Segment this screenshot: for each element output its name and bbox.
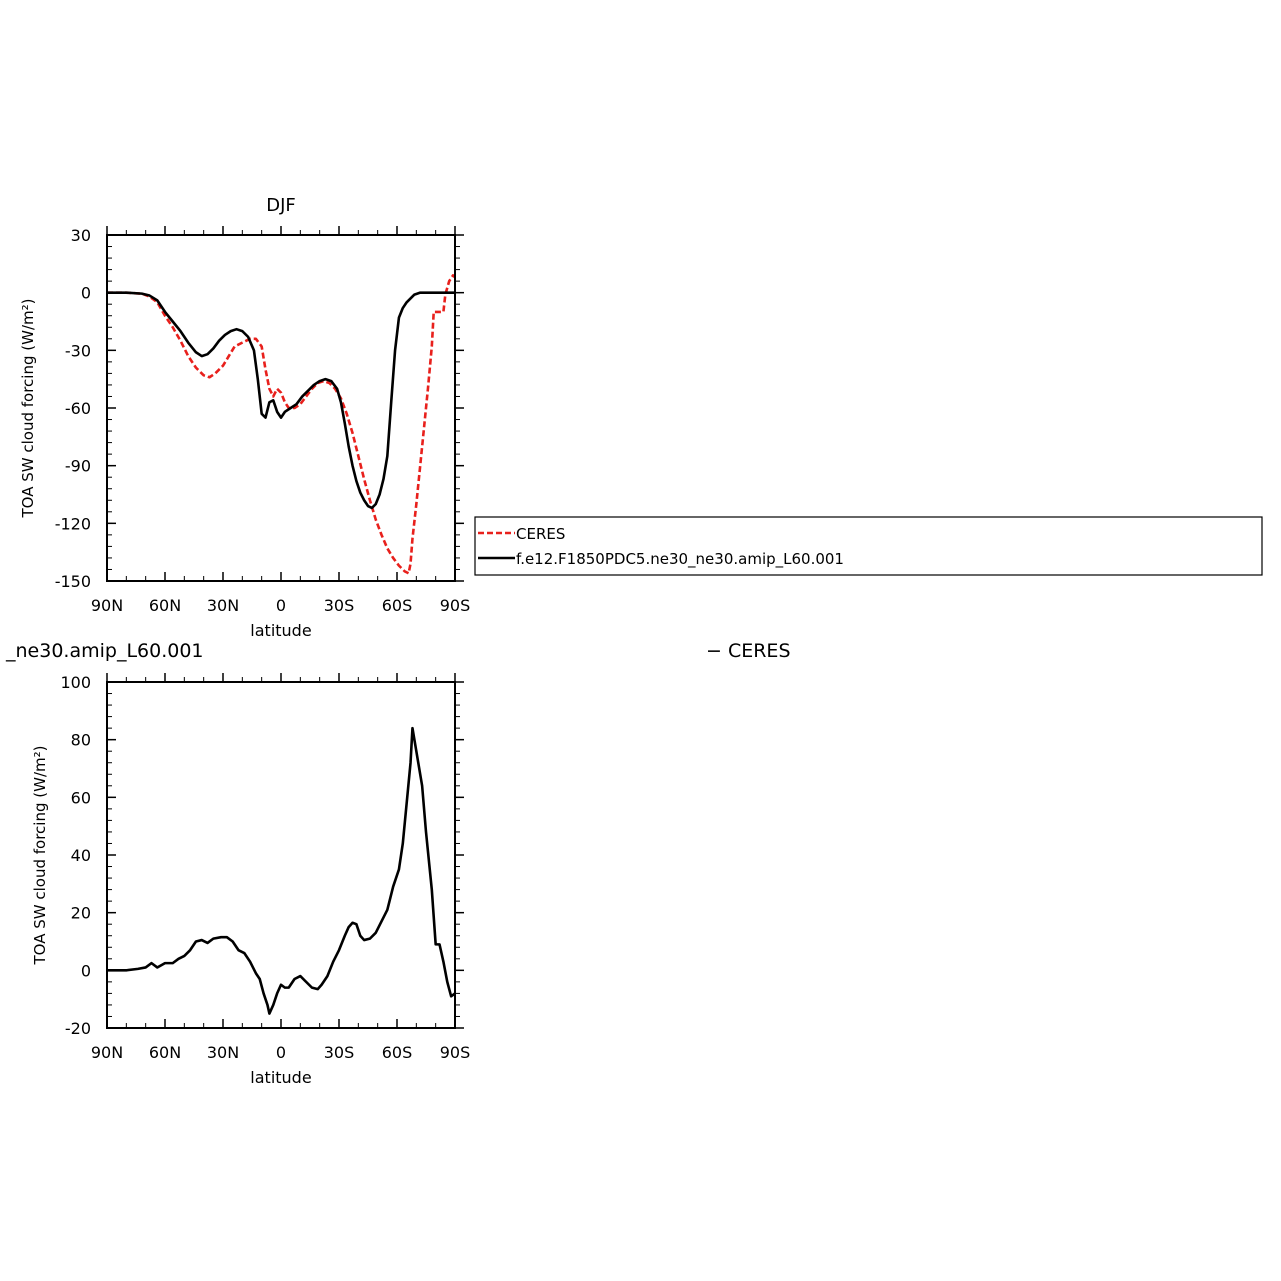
bottom-x-tick-label: 90N [91,1043,123,1062]
top-x-tick-label: 0 [276,596,286,615]
top-y-tick-label: 30 [71,226,91,245]
top-x-tick-label: 60S [382,596,413,615]
legend: CERES f.e12.F1850PDC5.ne30_ne30.amip_L60… [474,516,1263,576]
top-series-line-f-e12-f1850pdc5-ne30-ne30-amip-l60-001 [107,291,455,510]
bottom-y-tick-label: -20 [65,1019,91,1038]
top-x-tick-label: 60N [149,596,181,615]
bottom-x-axis-label: latitude [250,1068,311,1087]
legend-label-model: f.e12.F1850PDC5.ne30_ne30.amip_L60.001 [516,550,844,569]
bottom-x-tick-label: 30S [324,1043,355,1062]
top-series-line-ceres [107,274,456,575]
top-x-tick-label: 30N [207,596,239,615]
bottom-panel-difference: _ne30.amip_L60.001 − CERES 100 80 60 40 20 0 -… [5,640,791,1087]
bottom-y-tick-label: 60 [71,788,91,807]
top-y-axis-label: TOA SW cloud forcing (W/m²) [19,299,37,519]
top-x-axis-label: latitude [250,621,311,640]
top-y-tick-label: -60 [65,399,91,418]
bottom-panel-title-left: _ne30.amip_L60.001 [5,640,204,662]
bottom-y-tick-label: 40 [71,846,91,865]
bottom-series-line-0 [107,726,456,1015]
bottom-x-tick-label: 60S [382,1043,413,1062]
bottom-x-tick-label: 0 [276,1043,286,1062]
bottom-y-axis-label: TOA SW cloud forcing (W/m²) [31,746,49,966]
legend-box [474,516,1263,576]
bottom-x-tick-label: 90S [440,1043,471,1062]
bottom-x-tick-label: 30N [207,1043,239,1062]
top-x-tick-label: 90N [91,596,123,615]
top-x-tick-label: 30S [324,596,355,615]
bottom-panel-title-right: − CERES [706,640,791,662]
bottom-x-tick-label: 60N [149,1043,181,1062]
top-y-tick-label: 0 [81,284,91,303]
bottom-y-tick-label: 20 [71,904,91,923]
top-y-tick-label: -150 [55,572,91,591]
top-plot-frame [106,234,456,582]
top-y-tick-label: -90 [65,457,91,476]
bottom-y-tick-label: 80 [71,731,91,750]
top-y-tick-label: -120 [55,514,91,533]
top-y-tick-label: -30 [65,341,91,360]
top-panel-title: DJF [266,195,296,216]
legend-entry-ceres: CERES [478,525,565,543]
bottom-plot-frame [106,681,456,1029]
top-x-tick-label: 90S [440,596,471,615]
bottom-y-tick-label: 0 [81,961,91,980]
legend-label-ceres: CERES [516,525,565,543]
bottom-y-tick-label: 100 [60,673,91,692]
legend-entry-model: f.e12.F1850PDC5.ne30_ne30.amip_L60.001 [478,550,844,569]
